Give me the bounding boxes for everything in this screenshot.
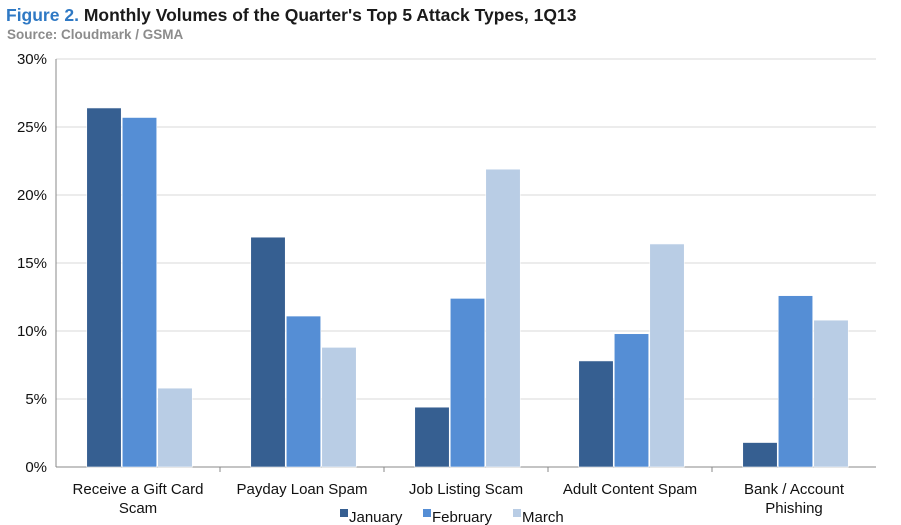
y-tick-label: 20%: [17, 187, 47, 204]
title-text: Monthly Volumes of the Quarter's Top 5 A…: [83, 5, 577, 25]
bar-january: [250, 236, 286, 468]
legend-swatch-february: [423, 509, 431, 517]
x-category-label: Payday Loan Spam: [237, 481, 368, 498]
legend-swatch-january: [340, 509, 348, 517]
bar-march: [813, 319, 849, 468]
legend-label-february: February: [432, 509, 493, 525]
bar-january: [742, 442, 778, 468]
bar-march: [157, 387, 193, 468]
x-category-label-line: Receive a Gift Card: [73, 481, 204, 498]
legend-label-march: March: [522, 509, 564, 525]
x-category-label: Receive a Gift Card Scam: [73, 481, 204, 517]
y-tick-label: 30%: [17, 51, 47, 68]
bar-january: [86, 107, 122, 468]
bar-february: [613, 333, 650, 468]
bar-march: [321, 347, 357, 468]
x-category-label-line: Bank / Account: [744, 481, 845, 498]
bar-march: [485, 168, 521, 468]
legend-swatch-march: [513, 509, 521, 517]
x-category-label: Job Listing Scam: [409, 481, 523, 498]
bar-march: [649, 243, 685, 468]
bar-february: [449, 298, 486, 468]
x-category-label-line: Scam: [119, 500, 157, 517]
x-category-label-line: Adult Content Spam: [563, 481, 697, 498]
y-tick-label: 10%: [17, 323, 47, 340]
bar-february: [285, 315, 322, 468]
bar-february: [777, 295, 814, 468]
bar-january: [578, 360, 614, 468]
chart-title: Figure 2. Monthly Volumes of the Quarter…: [6, 5, 576, 26]
x-category-label: Bank / Account Phishing: [744, 481, 845, 517]
figure-label: Figure 2.: [6, 5, 79, 25]
x-category-label-line: Payday Loan Spam: [237, 481, 368, 498]
chart-source: Source: Cloudmark / GSMA: [7, 27, 184, 42]
y-tick-label: 0%: [25, 459, 47, 476]
y-tick-label: 5%: [25, 391, 47, 408]
x-category-label-line: Job Listing Scam: [409, 481, 523, 498]
bar-february: [121, 117, 158, 468]
x-category-label: Adult Content Spam: [563, 481, 697, 498]
legend-label-january: January: [349, 509, 403, 525]
y-tick-label: 15%: [17, 255, 47, 272]
x-category-label-line: Phishing: [765, 500, 823, 517]
y-tick-label: 25%: [17, 119, 47, 136]
bar-january: [414, 406, 450, 468]
